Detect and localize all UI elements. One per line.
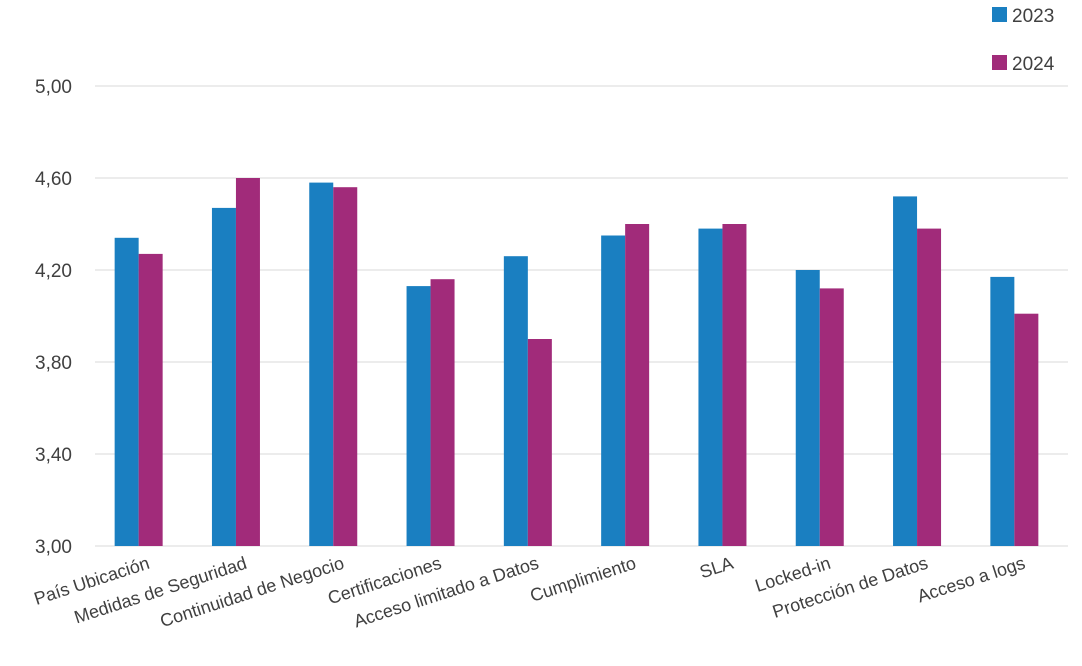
- legend-swatch-2024: [992, 55, 1007, 70]
- bar-2024-6: [722, 224, 747, 546]
- x-category-label: Cumplimiento: [528, 553, 639, 606]
- y-tick-label: 4,60: [35, 169, 72, 190]
- bar-2023-7: [795, 270, 820, 546]
- bar-2024-9: [1014, 313, 1039, 546]
- bar-2023-0: [114, 237, 139, 547]
- x-category-label: Acceso a logs: [915, 553, 1028, 607]
- bar-2024-4: [527, 339, 552, 546]
- bar-2024-8: [917, 228, 942, 546]
- bar-2024-5: [625, 224, 650, 546]
- x-category-label: SLA: [697, 553, 736, 583]
- bar-2024-1: [235, 178, 260, 546]
- bar-2023-9: [990, 276, 1015, 546]
- bar-2024-2: [333, 187, 358, 546]
- bar-2023-1: [211, 207, 236, 546]
- bar-2023-5: [601, 235, 626, 546]
- y-axis-tick-labels: 3,00 3,40 3,80 4,20 4,60 5,00: [35, 77, 72, 558]
- bar-2023-6: [698, 228, 723, 546]
- y-tick-label: 3,40: [35, 445, 72, 466]
- legend-label-2023: 2023: [1012, 6, 1054, 27]
- bar-2023-8: [893, 196, 918, 546]
- bar-2023-3: [406, 286, 431, 546]
- bars: [114, 178, 1039, 547]
- bar-2023-2: [309, 182, 334, 546]
- bar-2023-4: [503, 256, 528, 546]
- legend: 2023 2024: [992, 6, 1055, 75]
- bar-2024-3: [430, 279, 455, 546]
- y-tick-label: 3,80: [35, 353, 72, 374]
- y-tick-label: 3,00: [35, 537, 72, 558]
- bar-2024-0: [138, 253, 163, 546]
- y-tick-label: 5,00: [35, 77, 72, 98]
- legend-label-2024: 2024: [1012, 54, 1055, 75]
- bar-2024-7: [819, 288, 844, 546]
- y-tick-label: 4,20: [35, 261, 72, 282]
- legend-swatch-2023: [992, 7, 1007, 22]
